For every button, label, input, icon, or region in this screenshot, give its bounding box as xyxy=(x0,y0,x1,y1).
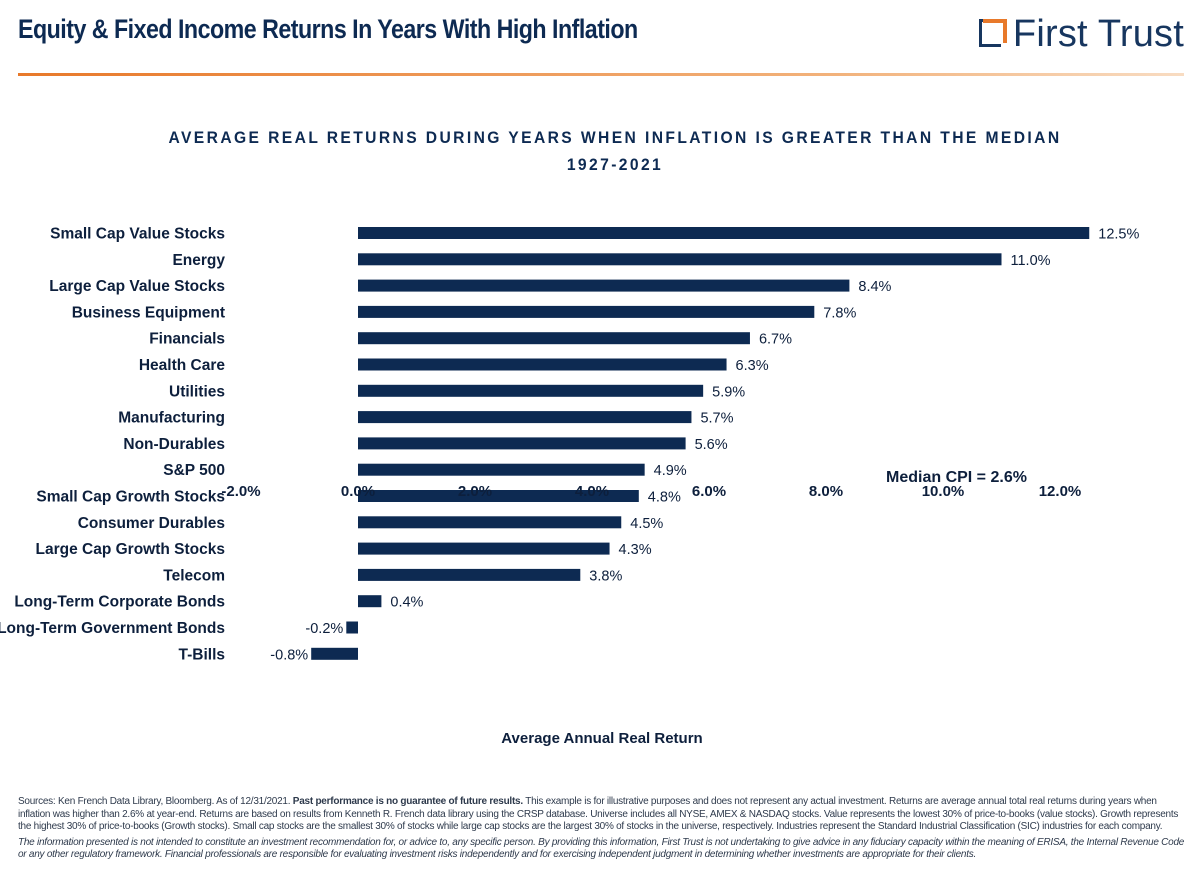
bar-telecom xyxy=(358,568,581,581)
bar-financials xyxy=(358,332,750,345)
x-tick-label: 12.0% xyxy=(1039,483,1082,500)
median-cpi-annotation: Median CPI = 2.6% xyxy=(886,469,1027,486)
first-trust-logo: First Trust xyxy=(978,12,1184,56)
data-label-utilities: 5.9% xyxy=(712,384,745,400)
chart-title: AVERAGE REAL RETURNS DURING YEARS WHEN I… xyxy=(168,128,1062,147)
bar-chart: Small Cap Value Stocks 12.5% Energy 11.0% La… xyxy=(0,226,1139,664)
category-label-telecom: Telecom xyxy=(163,567,225,584)
x-tick-label: 4.0% xyxy=(575,483,609,500)
x-tick-label: 8.0% xyxy=(809,483,843,500)
chart-title-block: AVERAGE REAL RETURNS DURING YEARS WHEN I… xyxy=(49,124,1181,178)
bar-non-durables xyxy=(358,437,686,450)
bar-business-equipment xyxy=(358,305,815,318)
bar-small-cap-growth-stocks xyxy=(358,490,639,502)
bar-manufacturing xyxy=(358,411,692,424)
bar-large-cap-value-stocks xyxy=(358,279,850,292)
category-label-small-cap-value-stocks: Small Cap Value Stocks xyxy=(50,226,225,243)
category-label-large-cap-value-stocks: Large Cap Value Stocks xyxy=(49,278,225,295)
data-label-small-cap-value-stocks: 12.5% xyxy=(1098,227,1139,243)
chart-subtitle: 1927-2021 xyxy=(566,155,664,174)
category-label-consumer-durables: Consumer Durables xyxy=(78,515,225,532)
bar-long-term-government-bonds xyxy=(346,621,358,634)
footnote: Sources: Ken French Data Library, Bloomb… xyxy=(18,796,1186,862)
data-label-financials: 6.7% xyxy=(759,332,792,348)
x-tick-label: 10.0% xyxy=(922,483,965,500)
x-tick-label: 6.0% xyxy=(692,483,726,500)
x-axis-title: Average Annual Real Return xyxy=(501,730,703,747)
x-tick-label: -2.0% xyxy=(221,483,260,500)
data-label-large-cap-growth-stocks: 4.3% xyxy=(619,542,652,558)
bar-long-term-corporate-bonds xyxy=(358,595,382,608)
data-label-non-durables: 5.6% xyxy=(695,437,728,453)
category-label-long-term-corporate-bonds: Long-Term Corporate Bonds xyxy=(14,594,225,611)
sources-lead: Sources: Ken French Data Library, Bloomb… xyxy=(18,796,293,807)
category-label-business-equipment: Business Equipment xyxy=(72,304,225,321)
header-divider xyxy=(18,73,1184,76)
data-label-business-equipment: 7.8% xyxy=(823,305,856,321)
bar-small-cap-value-stocks xyxy=(358,227,1090,239)
data-label-large-cap-value-stocks: 8.4% xyxy=(858,279,891,295)
category-label-utilities: Utilities xyxy=(169,383,225,400)
category-label-long-term-government-bonds: Long-Term Government Bonds xyxy=(0,620,225,637)
data-label-s-p-500: 4.9% xyxy=(654,463,687,479)
category-label-manufacturing: Manufacturing xyxy=(118,410,225,427)
bar-consumer-durables xyxy=(358,516,622,529)
data-label-manufacturing: 5.7% xyxy=(700,411,733,427)
bar-energy xyxy=(358,253,1002,266)
category-label-t-bills: T-Bills xyxy=(178,646,225,663)
category-label-health-care: Health Care xyxy=(139,357,226,374)
sources-rest: This example is for illustrative purpose… xyxy=(18,796,1179,832)
category-label-non-durables: Non-Durables xyxy=(123,436,225,453)
data-label-t-bills: -0.8% xyxy=(270,647,308,663)
data-label-telecom: 3.8% xyxy=(589,568,622,584)
bar-s-p-500 xyxy=(358,463,645,476)
bar-t-bills xyxy=(311,647,358,660)
data-label-long-term-government-bonds: -0.2% xyxy=(305,621,343,637)
category-label-financials: Financials xyxy=(149,331,225,348)
bar-utilities xyxy=(358,384,704,397)
data-label-long-term-corporate-bonds: 0.4% xyxy=(390,595,423,611)
logo-mark-icon xyxy=(978,19,1009,49)
category-label-large-cap-growth-stocks: Large Cap Growth Stocks xyxy=(36,541,225,558)
page-title: Equity & Fixed Income Returns In Years W… xyxy=(18,14,638,44)
disclaimer: The information presented is not intende… xyxy=(18,836,1185,861)
x-tick-label: 0.0% xyxy=(341,483,375,500)
data-label-small-cap-growth-stocks: 4.8% xyxy=(648,490,681,506)
data-label-energy: 11.0% xyxy=(1011,253,1051,269)
bar-health-care xyxy=(358,358,727,371)
x-tick-label: 2.0% xyxy=(458,483,492,500)
category-label-small-cap-growth-stocks: Small Cap Growth Stocks xyxy=(36,489,225,506)
category-label-energy: Energy xyxy=(172,252,225,269)
sources-note: Sources: Ken French Data Library, Bloomb… xyxy=(18,796,1186,834)
data-label-consumer-durables: 4.5% xyxy=(630,516,663,532)
sources-bold: Past performance is no guarantee of futu… xyxy=(292,796,523,807)
bar-large-cap-growth-stocks xyxy=(358,542,610,555)
data-label-health-care: 6.3% xyxy=(736,358,769,374)
logo-text: First Trust xyxy=(1012,12,1184,55)
category-label-s-p-500: S&P 500 xyxy=(163,462,225,479)
